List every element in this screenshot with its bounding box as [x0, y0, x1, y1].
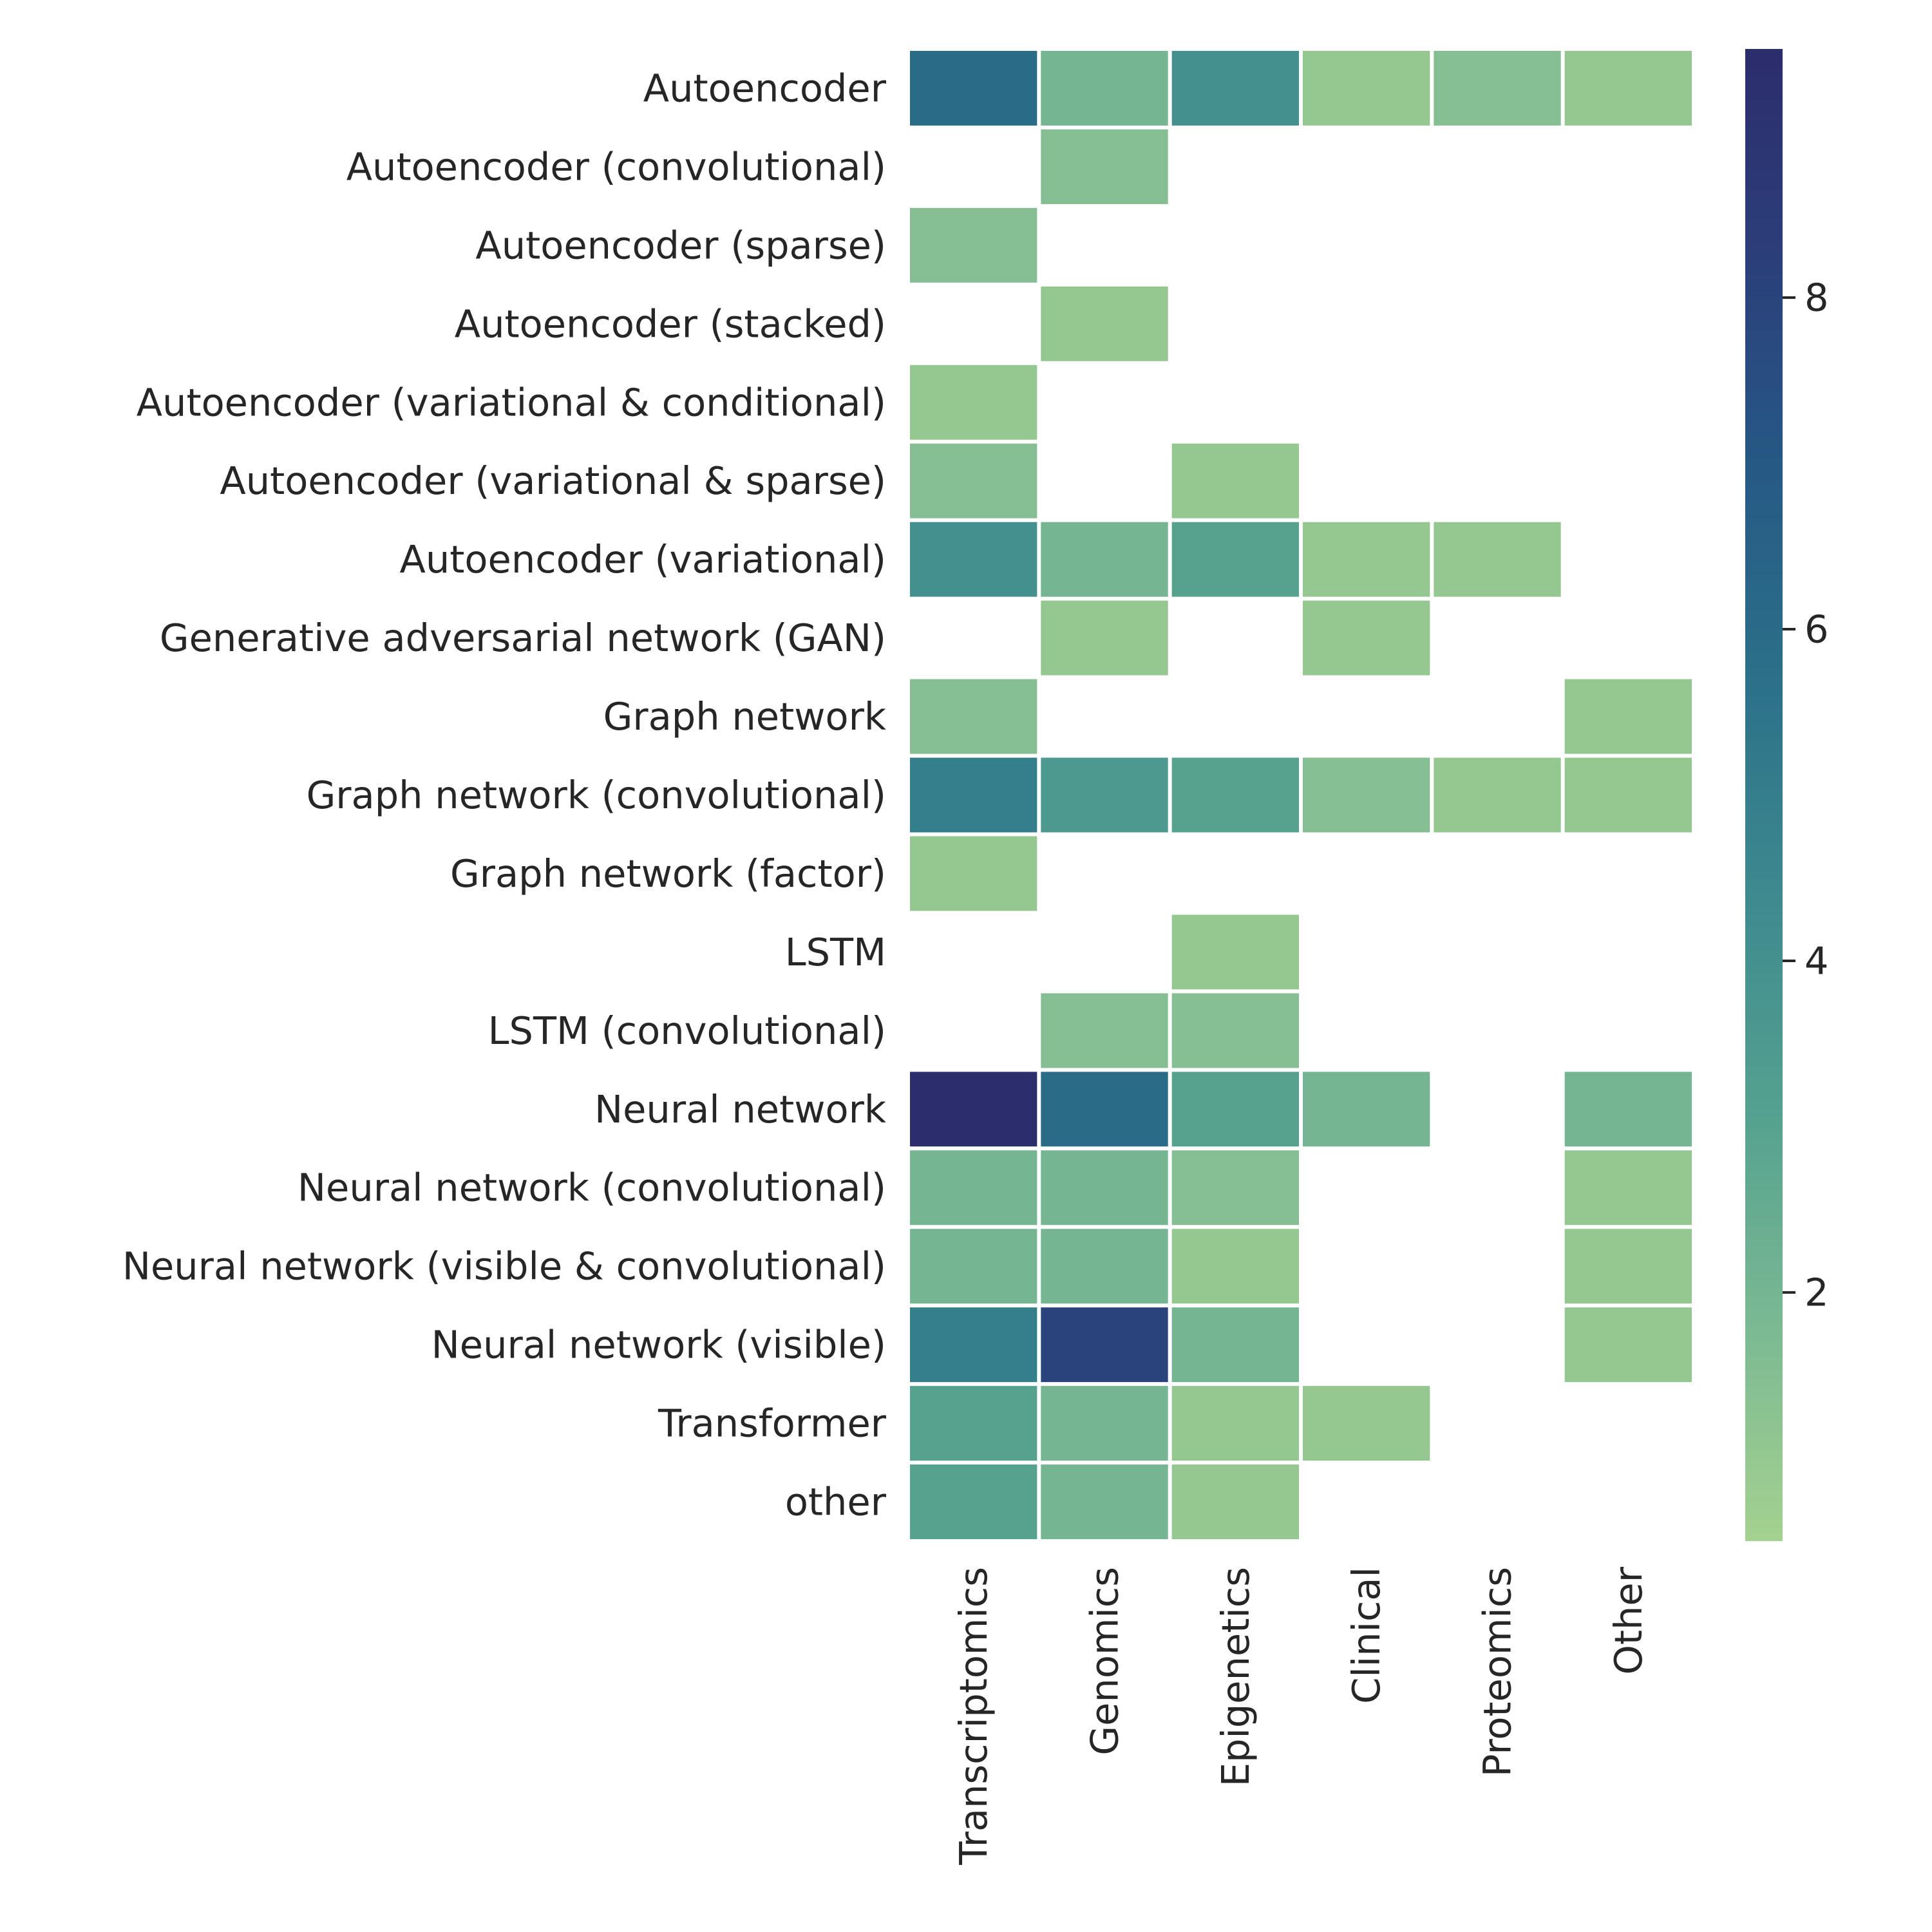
row-label: Autoencoder (stacked) [455, 301, 886, 346]
colorbar: 2 4 6 8 [1745, 49, 1829, 1541]
heatmap-cell [1041, 1386, 1168, 1461]
column-label: Epigenetics [1213, 1567, 1258, 1786]
heatmap-cell [1041, 757, 1168, 833]
heatmap-cell [1041, 129, 1168, 204]
heatmap-cell [1041, 1229, 1168, 1304]
heatmap-cell [1171, 1072, 1299, 1147]
heatmap-cell [1303, 522, 1430, 597]
heatmap-cell [1041, 1464, 1168, 1539]
column-label: Genomics [1083, 1567, 1127, 1756]
column-labels: Transcriptomics Genomics Epigenetics Clinic… [951, 1566, 1651, 1865]
heatmap-cell [1564, 757, 1692, 833]
row-label: Transformer [658, 1401, 887, 1446]
heatmap-cell [910, 1464, 1037, 1539]
heatmap-cell [910, 1229, 1037, 1304]
heatmap-cell [910, 443, 1037, 518]
heatmap-cell [1303, 1386, 1430, 1461]
heatmap-cell [1041, 522, 1168, 597]
heatmap-cell [1171, 993, 1299, 1068]
heatmap-cell [1041, 1150, 1168, 1226]
heatmap-cell [1041, 1307, 1168, 1383]
heatmap-cell [1434, 51, 1561, 126]
heatmap-cell [910, 207, 1037, 283]
colorbar-tick-label: 2 [1804, 1270, 1829, 1314]
colorbar-tick-label: 4 [1804, 938, 1829, 983]
colorbar-ticks: 2 4 6 8 [1783, 276, 1829, 1314]
heatmap-cell [1171, 1150, 1299, 1226]
row-label: Graph network [603, 694, 886, 739]
row-label: Autoencoder (variational & sparse) [220, 459, 886, 503]
row-label: Graph network (convolutional) [307, 773, 886, 817]
colorbar-tick-label: 6 [1804, 607, 1829, 652]
heatmap-cell [1564, 1150, 1692, 1226]
heatmap-cell [910, 679, 1037, 754]
row-label: Neural network (visible) [431, 1323, 886, 1367]
heatmap-cell [910, 757, 1037, 833]
heatmap-cell [1564, 1307, 1692, 1383]
heatmap-cell [910, 365, 1037, 440]
row-label: Neural network [594, 1087, 886, 1132]
column-label: Clinical [1344, 1567, 1388, 1704]
heatmap-cell [1303, 51, 1430, 126]
row-label: LSTM (convolutional) [488, 1009, 886, 1053]
heatmap-cell [1171, 1386, 1299, 1461]
row-label: other [785, 1480, 887, 1524]
heatmap-cell [1171, 757, 1299, 833]
heatmap-cell [910, 1386, 1037, 1461]
row-label: Neural network (convolutional) [298, 1166, 886, 1210]
heatmap-cell [1171, 1307, 1299, 1383]
row-label: Generative adversarial network (GAN) [160, 616, 886, 660]
heatmap-cell [1171, 443, 1299, 518]
row-label: Graph network (factor) [450, 851, 886, 896]
row-label: Autoencoder (variational & conditional) [137, 380, 886, 424]
row-label: LSTM [785, 930, 886, 974]
heatmap-cell [1041, 51, 1168, 126]
column-label: Other [1606, 1566, 1651, 1674]
row-labels: Autoencoder Autoencoder (convolutional) Au… [122, 66, 887, 1524]
colorbar-tick-label: 8 [1804, 276, 1829, 320]
heatmap-cell [1171, 914, 1299, 990]
row-label: Autoencoder (convolutional) [346, 144, 886, 189]
heatmap-cell [910, 836, 1037, 911]
heatmap-cell [910, 1307, 1037, 1383]
heatmap-cell [1303, 757, 1430, 833]
heatmap-cell [1041, 600, 1168, 676]
heatmap-cell [1303, 1072, 1430, 1147]
heatmap-cell [1564, 1229, 1692, 1304]
column-label: Proteomics [1475, 1567, 1520, 1777]
row-label: Neural network (visible & convolutional) [122, 1244, 886, 1289]
heatmap-cell [1434, 522, 1561, 597]
heatmap-cell [1564, 1072, 1692, 1147]
row-label: Autoencoder (variational) [400, 537, 886, 582]
heatmap-cell [1564, 51, 1692, 126]
heatmap-cell [1171, 1464, 1299, 1539]
heatmap-cell [1041, 993, 1168, 1068]
heatmap-cell [1434, 757, 1561, 833]
heatmap-cells [910, 51, 1692, 1539]
heatmap-cell [910, 1072, 1037, 1147]
row-label: Autoencoder (sparse) [475, 223, 886, 267]
heatmap-cell [1171, 51, 1299, 126]
heatmap-cell [910, 51, 1037, 126]
colorbar-gradient [1745, 49, 1783, 1541]
heatmap-cell [1041, 1072, 1168, 1147]
heatmap-cell [1564, 679, 1692, 754]
heatmap-cell [1303, 600, 1430, 676]
row-label: Autoencoder [643, 66, 887, 110]
heatmap-cell [1171, 1229, 1299, 1304]
heatmap-cell [910, 522, 1037, 597]
heatmap-cell [1041, 286, 1168, 361]
heatmap-cell [1171, 522, 1299, 597]
heatmap-cell [910, 1150, 1037, 1226]
column-label: Transcriptomics [951, 1567, 996, 1866]
